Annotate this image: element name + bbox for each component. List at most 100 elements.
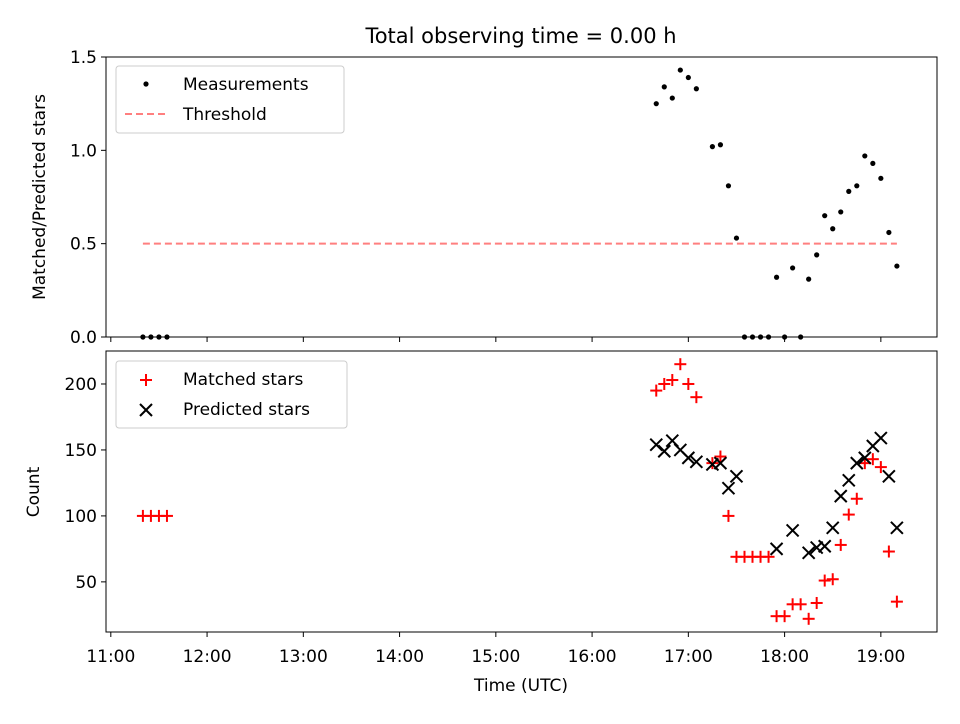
x-tick-label: 12:00 [183, 647, 232, 667]
measurement-point [854, 183, 860, 189]
matched-star-point [714, 450, 727, 463]
predicted-star-point [882, 469, 896, 484]
bottom-y-tick-label: 200 [65, 375, 97, 395]
top-legend: Measurements Threshold [115, 65, 345, 134]
bottom-ticks: 50 100 150 200 11:00 12:00 13:00 14:00 15:00 16:0… [65, 375, 906, 667]
measurement-point [846, 188, 852, 194]
measurement-point [822, 213, 828, 219]
matched-star-point [658, 377, 671, 390]
top-y-tick-label: 0.0 [70, 328, 97, 348]
matched-star-point [650, 384, 663, 397]
top-panel: 0.0 0.5 1.0 1.5 Matched/Predicted stars Mea… [30, 48, 938, 348]
predicted-star-point [858, 451, 872, 465]
top-y-tick-label: 1.0 [70, 141, 97, 161]
top-y-tick-label: 1.5 [70, 48, 97, 68]
x-tick-label: 14:00 [375, 647, 424, 667]
measurement-point [806, 276, 812, 282]
matched-star-point [842, 508, 855, 521]
measurement-point [814, 252, 820, 258]
bottom-legend-box [115, 360, 348, 429]
matched-star-point [674, 358, 687, 371]
predicted-star-point [681, 451, 696, 465]
predicted-star-point [826, 521, 840, 535]
legend-predicted-marker [139, 403, 153, 417]
measurement-point [886, 229, 892, 236]
measurement-point [725, 183, 732, 189]
matched-star-point [874, 461, 887, 474]
top-legend-box [115, 65, 345, 134]
measurement-point [709, 144, 716, 150]
matched-star-point [810, 596, 823, 609]
predicted-star-point [657, 444, 671, 458]
bottom-legend: Matched stars Predicted stars [115, 360, 348, 429]
predicted-star-point [842, 473, 856, 487]
measurement-point [661, 84, 667, 90]
matched-star-point [882, 545, 895, 558]
bottom-y-tick-label: 150 [65, 441, 97, 461]
predicted-star-point [817, 539, 832, 553]
measurement-point [693, 86, 699, 92]
chart-title: Total observing time = 0.00 h [364, 24, 676, 48]
matched-star-point [794, 598, 807, 611]
legend-threshold-label: Threshold [182, 105, 267, 125]
bottom-y-axis-label: Count [24, 466, 44, 517]
x-tick-label: 18:00 [760, 647, 809, 667]
legend-predicted-label: Predicted stars [183, 400, 310, 420]
matched-star-point [826, 573, 839, 586]
measurement-point [862, 153, 868, 159]
predicted-star-point [850, 456, 864, 470]
measurement-point [773, 274, 780, 280]
measurement-point [878, 175, 884, 181]
legend-measurements-label: Measurements [183, 75, 309, 95]
top-ticks: 0.0 0.5 1.0 1.5 [70, 48, 882, 348]
x-tick-label: 16:00 [568, 647, 617, 667]
bottom-marks [136, 358, 904, 625]
x-tick-label: 19:00 [856, 647, 905, 667]
bottom-plot-frame [105, 350, 938, 633]
measurement-point [717, 142, 724, 148]
matched-star-point [818, 574, 831, 587]
bottom-y-tick-label: 50 [75, 573, 97, 593]
matched-star-point [802, 612, 815, 625]
predicted-star-point [785, 523, 800, 538]
legend-matched-label: Matched stars [183, 370, 303, 390]
measurement-point [653, 101, 659, 107]
measurement-point [838, 209, 844, 215]
matched-star-point [866, 453, 879, 466]
matched-star-point [690, 391, 703, 404]
predicted-star-point [689, 455, 704, 469]
top-y-axis-label: Matched/Predicted stars [30, 94, 50, 300]
measurement-point [830, 226, 836, 232]
top-y-tick-label: 0.5 [70, 235, 97, 255]
x-tick-label: 13:00 [279, 647, 328, 667]
predicted-star-point [729, 469, 744, 484]
predicted-star-point [649, 437, 663, 452]
predicted-star-point [890, 521, 904, 535]
matched-star-point [682, 377, 695, 390]
measurement-point [870, 160, 876, 166]
top-plot-frame [105, 56, 938, 338]
matched-star-point [160, 509, 173, 522]
bottom-panel: 50 100 150 200 11:00 12:00 13:00 14:00 15:00 16:0… [24, 350, 938, 696]
predicted-star-point [834, 489, 848, 503]
predicted-star-point [713, 456, 728, 470]
legend-measurements-marker [143, 81, 149, 87]
top-marks [140, 67, 900, 340]
matched-star-point [834, 538, 847, 551]
legend-matched-marker [140, 374, 152, 386]
predicted-star-point [721, 481, 736, 495]
bottom-y-tick-label: 100 [65, 507, 97, 527]
x-tick-label: 15:00 [471, 647, 520, 667]
predicted-star-point [874, 431, 888, 445]
measurement-point [733, 235, 740, 241]
matched-star-point [762, 550, 775, 563]
measurement-point [685, 74, 691, 81]
predicted-star-point [801, 546, 816, 560]
measurement-point [790, 265, 796, 271]
measurement-point [669, 95, 675, 101]
x-tick-label: 11:00 [86, 647, 135, 667]
measurement-point [894, 263, 900, 269]
matched-star-point [890, 595, 903, 608]
x-axis-label: Time (UTC) [473, 676, 568, 696]
